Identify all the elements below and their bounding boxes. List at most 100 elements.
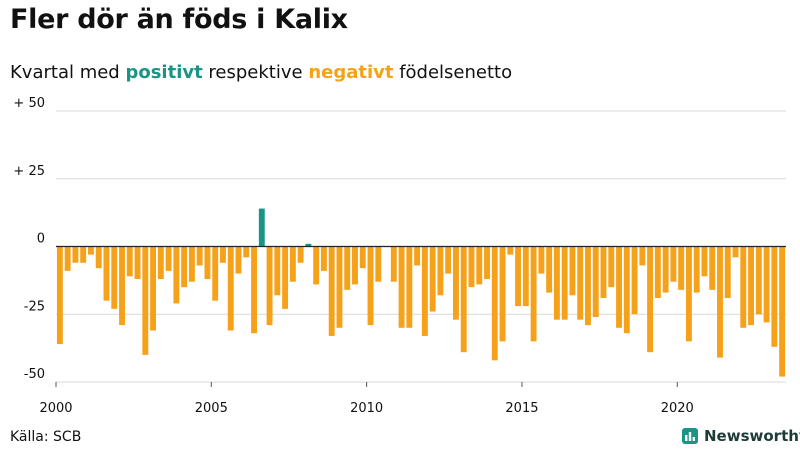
bar xyxy=(390,246,397,282)
bar xyxy=(336,246,343,328)
bar xyxy=(266,246,273,326)
x-tick-label: 2020 xyxy=(661,401,694,416)
bar xyxy=(561,246,568,320)
y-tick-label: + 50 xyxy=(13,96,45,111)
bar xyxy=(367,246,374,326)
bar xyxy=(274,246,281,296)
axes: + 50 + 25 0 -25 -50 2000 2005 2010 2015 2020 xyxy=(13,96,786,416)
bar xyxy=(452,246,459,320)
bar xyxy=(577,246,584,320)
bar xyxy=(553,246,560,320)
bar xyxy=(724,246,731,298)
subtitle-negative-word: negativt xyxy=(308,62,394,83)
y-tick-label: 0 xyxy=(37,232,45,247)
bar xyxy=(717,246,723,358)
x-tick-label: 2015 xyxy=(505,401,538,416)
bar xyxy=(647,246,654,353)
bar xyxy=(328,246,335,336)
bar xyxy=(297,246,304,263)
bar xyxy=(623,246,630,334)
y-tick-label: -50 xyxy=(24,367,45,382)
bars xyxy=(56,208,786,377)
bar xyxy=(476,246,483,285)
subtitle-prefix: Kvartal med xyxy=(10,62,126,83)
bar xyxy=(289,246,296,282)
bar xyxy=(468,246,475,288)
bar xyxy=(546,246,553,293)
bar xyxy=(499,246,506,342)
bar xyxy=(119,246,125,326)
bar xyxy=(235,246,242,274)
bar xyxy=(678,246,685,290)
bar xyxy=(142,246,149,355)
bar xyxy=(313,246,320,285)
chart-title: Fler dör än föds i Kalix xyxy=(10,4,348,35)
bar xyxy=(740,246,747,328)
bar xyxy=(693,246,700,293)
bar xyxy=(530,246,537,342)
bar xyxy=(608,246,615,288)
source-label: Källa: SCB xyxy=(10,429,82,445)
bar xyxy=(709,246,716,290)
bar xyxy=(662,246,669,293)
bar xyxy=(111,246,118,309)
bar xyxy=(188,246,195,282)
bar xyxy=(538,246,545,274)
bar xyxy=(56,246,63,345)
bar xyxy=(639,246,646,266)
chart-subtitle: Kvartal med positivt respektive negativt… xyxy=(10,62,512,83)
subtitle-suffix: födelsenetto xyxy=(393,62,513,83)
x-tick-label: 2000 xyxy=(39,401,72,416)
bar xyxy=(515,246,522,307)
bar xyxy=(103,246,110,301)
bar xyxy=(134,246,141,280)
bar xyxy=(95,246,102,269)
bar xyxy=(157,246,164,280)
bar xyxy=(305,243,312,247)
bar xyxy=(755,246,762,315)
bar xyxy=(80,246,87,263)
brand-logo: Newsworthy xyxy=(682,427,800,445)
bar xyxy=(126,246,133,277)
bar xyxy=(507,246,514,255)
bar xyxy=(173,246,180,304)
bar xyxy=(204,246,211,280)
bar xyxy=(484,246,490,280)
bar xyxy=(359,246,366,269)
bar xyxy=(445,246,452,274)
bar xyxy=(398,246,405,328)
bar xyxy=(748,246,755,326)
subtitle-middle: respektive xyxy=(202,62,309,83)
bar xyxy=(406,246,413,328)
bar xyxy=(150,246,157,331)
bar xyxy=(196,246,203,266)
bar xyxy=(592,246,599,317)
x-tick-label: 2010 xyxy=(350,401,383,416)
bar xyxy=(616,246,622,328)
x-tick-label: 2005 xyxy=(195,401,228,416)
bar xyxy=(732,246,739,258)
bar xyxy=(181,246,188,288)
bar xyxy=(282,246,289,309)
bar xyxy=(585,246,591,326)
bar xyxy=(460,246,467,353)
bar xyxy=(64,246,71,271)
bar xyxy=(437,246,444,296)
bar xyxy=(251,246,257,334)
bar xyxy=(320,246,327,271)
y-tick-label: + 25 xyxy=(13,164,45,179)
y-tick-label: -25 xyxy=(24,299,45,314)
bar xyxy=(87,246,94,255)
bar xyxy=(779,246,786,377)
bar xyxy=(631,246,638,315)
bar xyxy=(375,246,382,282)
bar xyxy=(220,246,226,263)
bar xyxy=(600,246,607,298)
bar xyxy=(491,246,498,361)
bar xyxy=(414,246,421,266)
bar xyxy=(243,246,250,258)
bar xyxy=(763,246,770,323)
bar xyxy=(429,246,436,312)
bar xyxy=(569,246,576,296)
